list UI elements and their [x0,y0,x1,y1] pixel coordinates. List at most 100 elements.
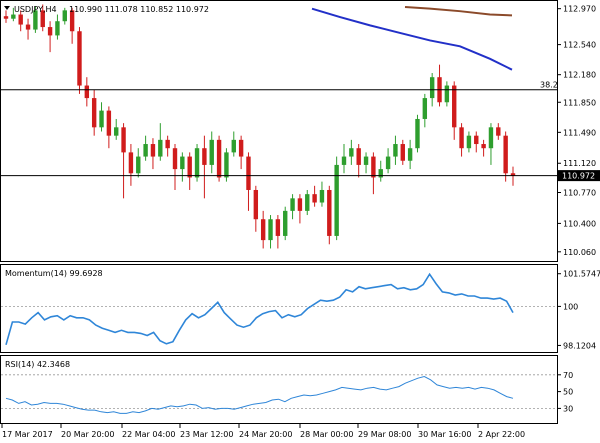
candle-bull [33,10,38,30]
candle-bear [481,144,486,149]
sma-blue-line [311,7,513,71]
candle-bull [378,169,383,178]
price-tick-label: 111.490 [563,128,596,137]
candle-bear [452,85,457,128]
candle-bull [224,152,229,178]
candle-bear [275,219,281,236]
candle-bear [172,148,178,170]
time-x-axis: 17 Mar 2017 20 Mar 20:00 22 Mar 04:00 23 Ma… [1,424,525,439]
candle-bear [371,156,376,178]
candle-bull [11,14,16,19]
candle-bull [363,156,369,165]
symbol-dropdown-icon[interactable] [4,6,10,10]
candle-bull [407,148,413,161]
candle-bear [202,148,207,165]
candle-bear [246,156,251,190]
price-pane-frame [0,0,558,262]
candle-bull [385,156,391,170]
candle-bear [40,10,45,28]
symbol-label: USDJPY,H4 [14,5,57,14]
candle-bull [429,77,435,99]
candle-bear [312,194,317,203]
candle-bull [422,98,428,119]
candle-bear [503,135,508,174]
candle-bear [356,148,361,165]
price-tick-label: 110.060 [563,248,596,257]
current-price-text: 110.972 [562,172,595,181]
rsi-line [5,375,514,414]
momentum-header: Momentum(14) 99.6928 [5,269,103,278]
momentum-pane-frame [0,264,558,353]
candle-bull [209,139,214,165]
candle-bull [136,156,141,174]
fib-level-label: 38.2 [540,81,558,90]
candle-bear [400,144,405,161]
price-tick-label: 111.120 [563,159,596,168]
candle-bull [290,198,295,211]
time-tick-label: 20 Mar 20:00 [61,430,114,439]
time-tick-label: 22 Mar 04:00 [122,430,175,439]
momentum-y-axis: 101.5747 100 98.1204 [557,270,600,350]
momentum-tick-label: 98.1204 [563,341,596,350]
candle-bull [99,110,104,128]
sma-lines [311,6,513,71]
price-tick-label: 112.970 [563,5,596,14]
candle-bear [165,139,170,149]
candle-bull [268,219,273,241]
candle-bull [194,148,200,178]
candle-bull [283,210,288,236]
time-tick-label: 30 Mar 16:00 [418,430,471,439]
time-tick-label: 28 Mar 00:00 [300,430,353,439]
momentum-line [5,272,514,346]
candle-bear [238,139,244,157]
price-y-axis: 112.970 112.540 112.180 111.850 111.490 111.1… [557,5,596,257]
candle-bear [187,156,192,178]
candle-bull [393,144,398,157]
rsi-y-axis: 70 50 30 [557,371,573,413]
candle-bull [305,194,310,211]
candle-bear [260,219,266,241]
candle-bear [91,98,97,128]
candle-bull [349,148,354,157]
rsi-header: RSI(14) 42.3468 [5,360,70,369]
candle-bear [510,173,516,176]
candle-bear [216,139,222,178]
price-tick-label: 111.850 [563,98,596,107]
candle-bull [488,127,494,149]
candle-bull [466,135,472,149]
candle-bull [334,164,339,236]
candle-bear [69,10,75,32]
candle-bear [77,31,82,86]
momentum-tick-label: 100 [563,302,578,311]
candle-bull [341,156,347,165]
candle-bear [253,189,259,220]
time-tick-label: 2 Apr 22:00 [478,430,525,439]
sma-brown-line [404,6,513,17]
price-tick-label: 112.180 [563,71,596,80]
candle-bull [444,85,450,103]
price-tick-label: 112.540 [563,41,596,50]
candle-bull [231,139,236,153]
candle-bear [297,198,303,211]
candle-bull [158,139,163,157]
time-tick-label: 23 Mar 12:00 [180,430,233,439]
candle-bear [327,189,332,236]
candle-bear [25,24,31,30]
candle-bear [84,85,90,99]
candle-bull [62,10,67,22]
time-tick-label: 24 Mar 20:00 [239,430,292,439]
rsi-tick-label: 50 [563,388,573,397]
candle-bull [55,21,60,36]
candle-bull [143,144,148,157]
candlestick-series [3,4,516,249]
rsi-pane-frame [0,355,558,424]
candle-bear [474,135,479,145]
candle-bear [47,27,53,36]
candle-bear [121,127,126,153]
candle-bear [150,144,156,157]
time-tick-label: 29 Mar 08:00 [358,430,411,439]
current-price-tag: 110.972 [558,170,600,182]
current-price-box [558,170,600,182]
time-tick-label: 17 Mar 2017 [2,430,53,439]
